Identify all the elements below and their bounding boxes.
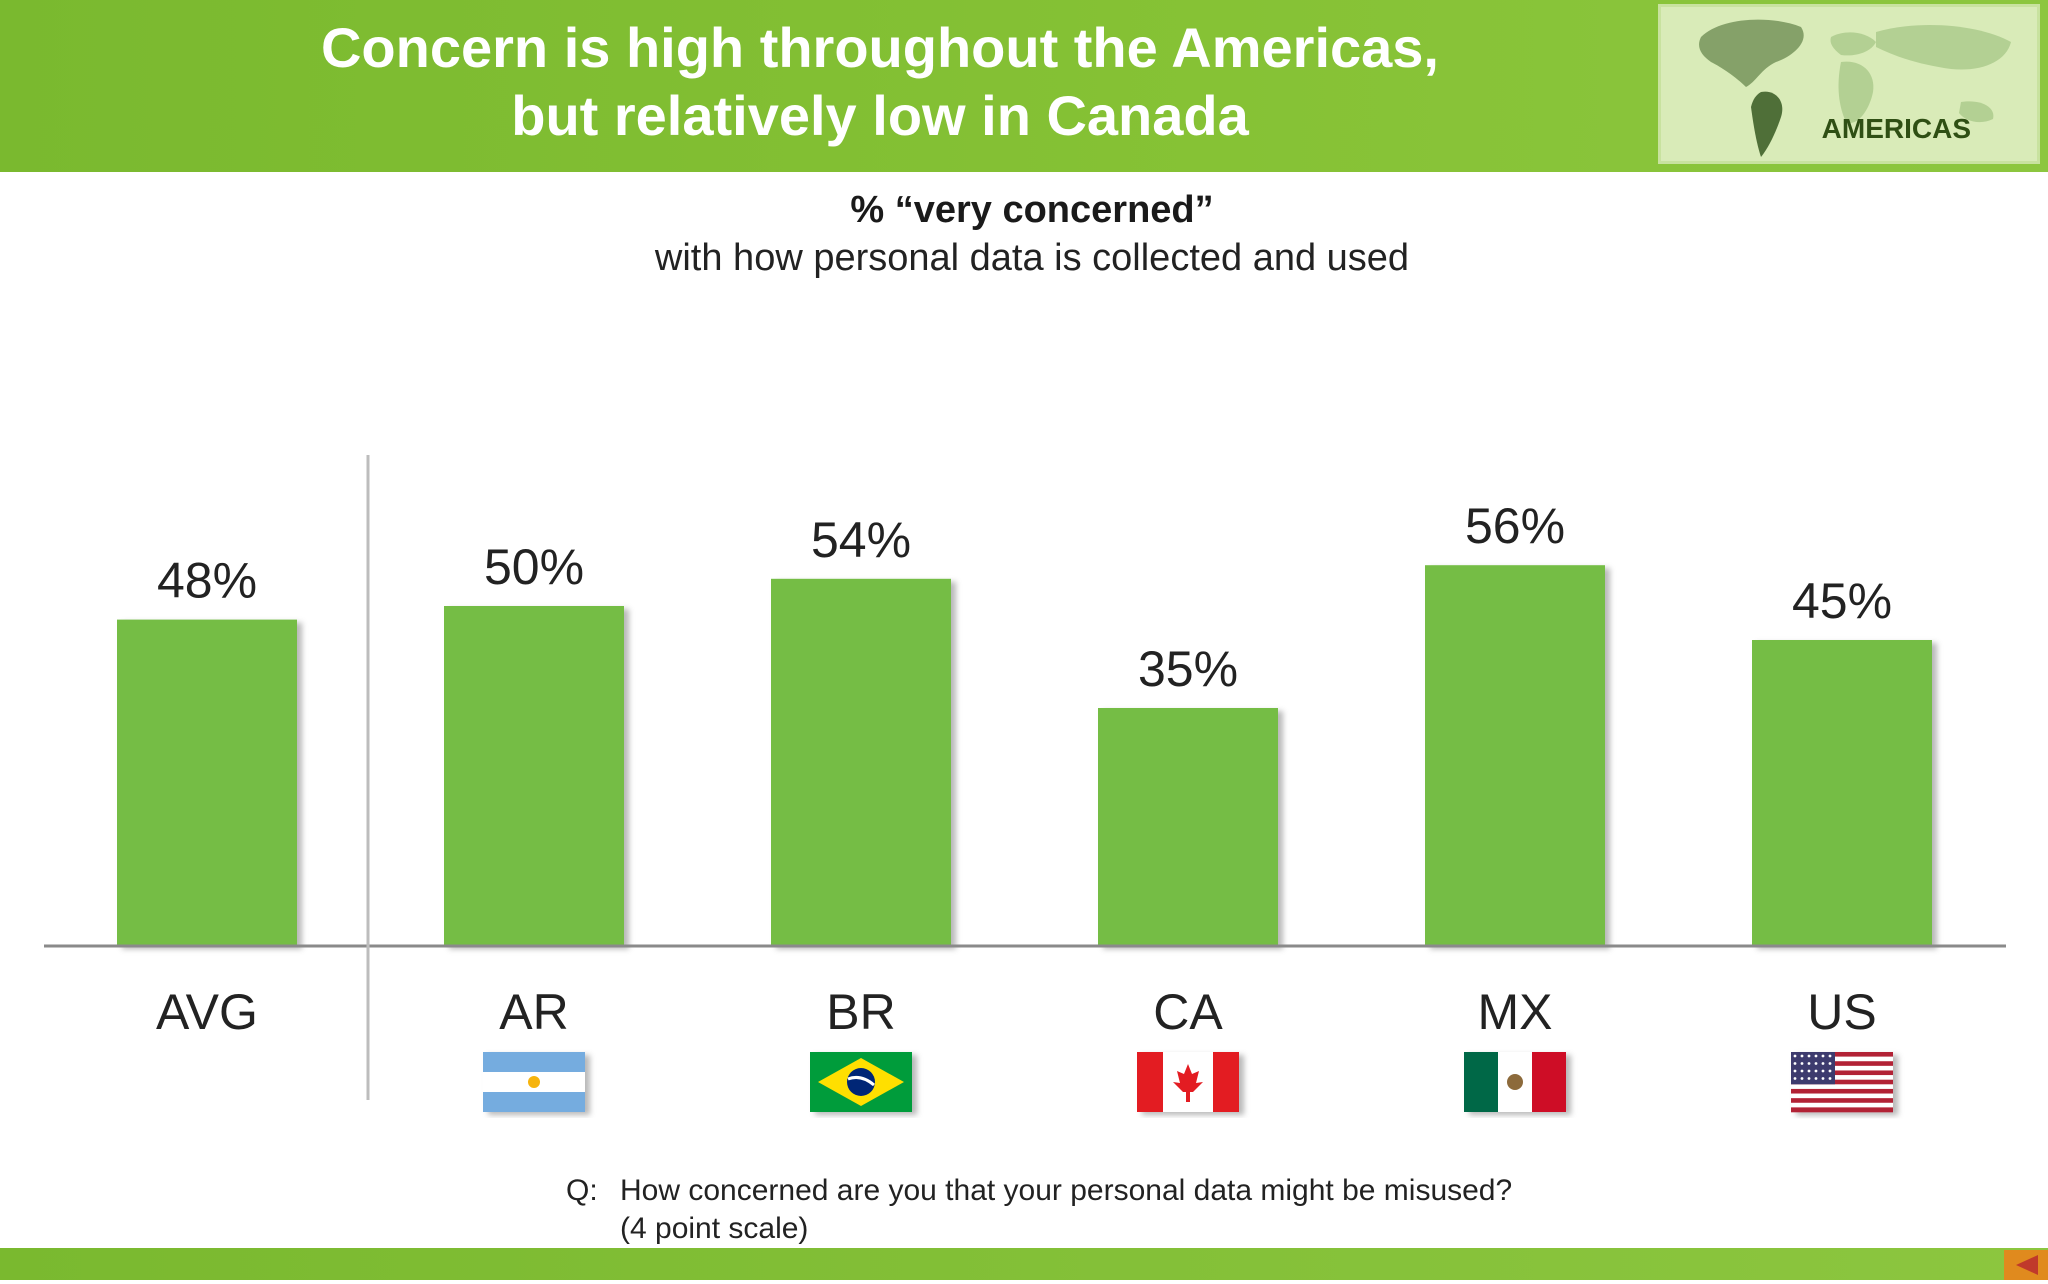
category-label-us: US [1807,984,1876,1040]
slide-title: Concern is high throughout the Americas,… [0,14,1760,150]
bar-chart: 48% AVG 50% AR 54% BR 35% CA 56% MX 45% US [44,455,2006,1113]
value-label-us: 45% [1792,573,1892,629]
category-label-avg: AVG [156,984,258,1040]
bar-mx [1425,565,1605,946]
question-text: How concerned are you that your personal… [620,1174,1513,1207]
world-map-icon [1699,19,2011,157]
value-label-mx: 56% [1465,498,1565,554]
bar-us [1752,640,1932,946]
brazil-flag-icon [810,1052,912,1112]
footer-bar [0,1248,2048,1280]
canada-flag-icon [1137,1052,1239,1112]
header-banner: Concern is high throughout the Americas,… [0,0,2048,172]
bar-br [771,578,951,946]
region-label: AMERICAS [1821,113,1971,144]
question-footnote: Q: How concerned are you that your person… [566,1172,1512,1248]
value-label-ca: 35% [1138,641,1238,697]
chart-subtitle: with how personal data is collected and … [654,237,1410,279]
value-label-ar: 50% [484,539,584,595]
chart-title-block: % “very concerned” with how personal dat… [0,186,2048,282]
slide-title-line2: but relatively low in Canada [511,84,1249,147]
scale-note: (4 point scale) [620,1212,809,1245]
back-arrow-icon [2016,1255,2038,1275]
value-label-avg: 48% [157,553,257,609]
chart-title: % “very concerned” [850,189,1214,231]
region-map-box: AMERICAS [1658,4,2040,164]
mexico-flag-icon [1464,1052,1566,1112]
category-label-mx: MX [1478,984,1553,1040]
bar-avg [117,619,297,946]
usa-flag-icon [1791,1052,1893,1113]
question-label: Q: [566,1174,598,1207]
previous-slide-button[interactable] [2004,1250,2048,1280]
argentina-flag-icon [483,1052,585,1112]
bar-ar [444,606,624,946]
slide-title-line1: Concern is high throughout the Americas, [320,16,1439,79]
category-label-ca: CA [1153,984,1223,1040]
value-label-br: 54% [811,512,911,568]
category-label-br: BR [826,984,895,1040]
bar-ca [1098,708,1278,946]
category-label-ar: AR [499,984,568,1040]
